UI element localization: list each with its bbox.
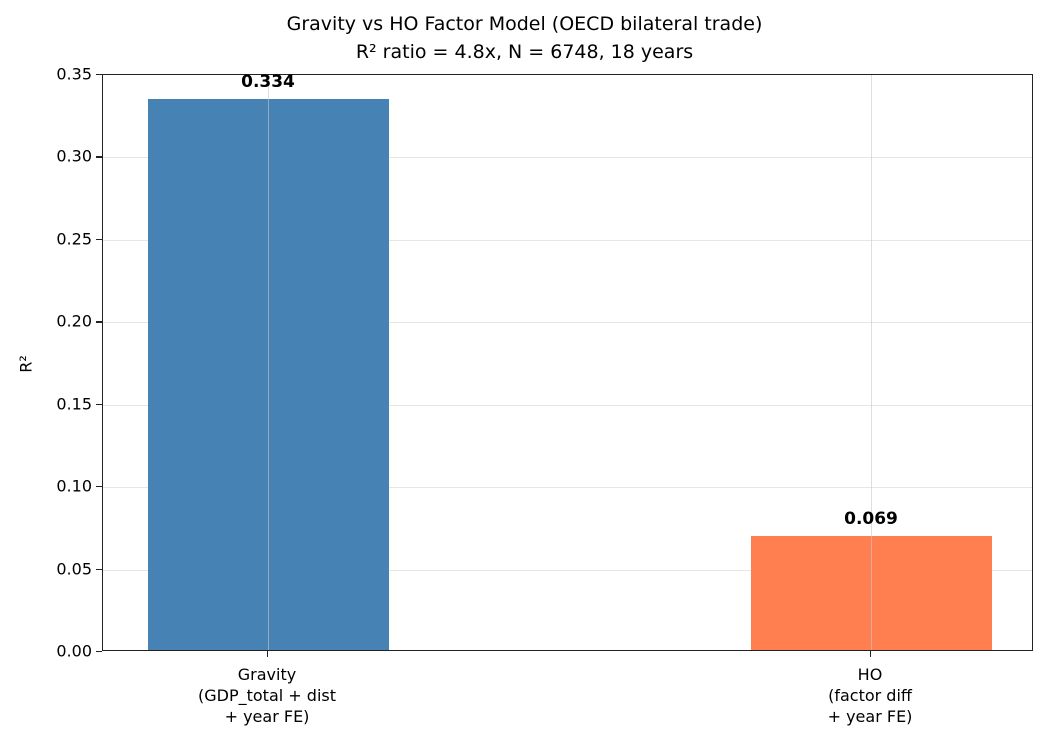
gridline-vertical xyxy=(871,75,872,650)
gridline-vertical xyxy=(268,75,269,650)
chart-title: Gravity vs HO Factor Model (OECD bilater… xyxy=(0,10,1049,66)
y-tick-mark xyxy=(96,156,102,158)
y-tick-label: 0.20 xyxy=(56,311,92,331)
x-tick-mark xyxy=(267,651,269,657)
y-tick-label: 0.30 xyxy=(56,146,92,166)
y-axis-label: R² xyxy=(16,355,36,373)
chart-title-line1: Gravity vs HO Factor Model (OECD bilater… xyxy=(286,13,763,35)
plot-area: 0.334 0.069 xyxy=(102,72,1033,651)
y-tick-mark xyxy=(96,568,102,570)
y-tick-mark xyxy=(96,651,102,653)
y-tick-label: 0.00 xyxy=(56,641,92,661)
x-tick-mark xyxy=(870,651,872,657)
y-tick-label: 0.25 xyxy=(56,229,92,249)
y-tick-label: 0.10 xyxy=(56,476,92,496)
y-tick-label: 0.05 xyxy=(56,559,92,579)
y-tick-mark xyxy=(96,74,102,76)
y-tick-mark xyxy=(96,321,102,323)
y-tick-mark xyxy=(96,486,102,488)
y-tick-mark xyxy=(96,403,102,405)
x-tick-label: HO (factor diff + year FE) xyxy=(827,665,913,726)
chart-subtitle: R² ratio = 4.8x, N = 6748, 18 years xyxy=(355,41,694,63)
y-tick-mark xyxy=(96,238,102,241)
gridline-horizontal xyxy=(103,487,1032,489)
bar-value-label: 0.334 xyxy=(241,72,295,93)
bar-value-label: 0.069 xyxy=(844,509,898,530)
y-tick-label: 0.15 xyxy=(56,394,92,414)
y-tick-label: 0.35 xyxy=(56,64,92,84)
x-tick-label: Gravity (GDP_total + dist + year FE) xyxy=(198,665,336,726)
gridline-horizontal xyxy=(103,157,1032,159)
gridline-horizontal xyxy=(103,404,1032,406)
gridline-horizontal xyxy=(103,569,1032,571)
gridline-horizontal xyxy=(103,322,1032,324)
gridline-horizontal xyxy=(103,239,1032,241)
